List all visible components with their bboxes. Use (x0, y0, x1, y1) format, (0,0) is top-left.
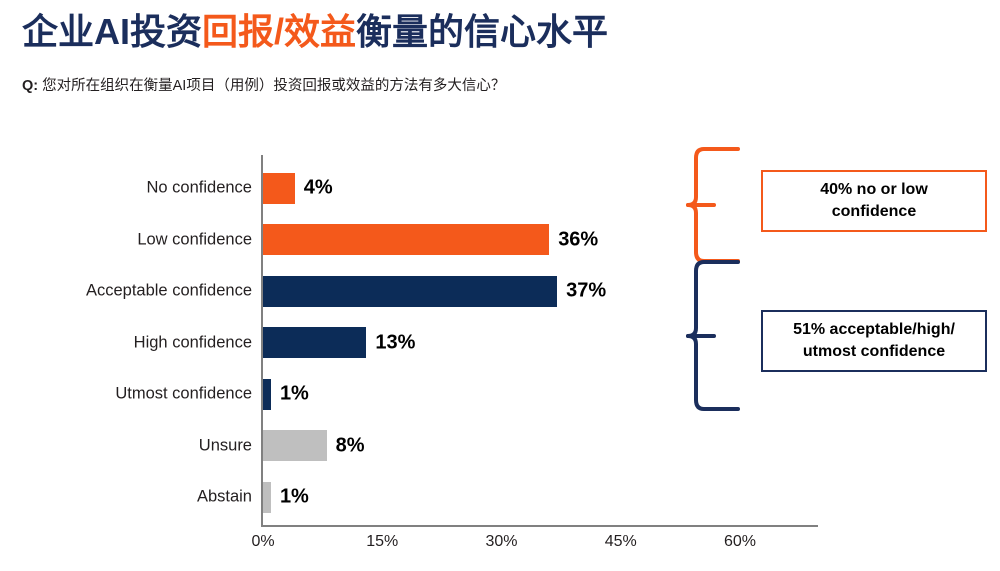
x-axis-tick-label: 30% (485, 533, 518, 550)
x-axis-line (261, 525, 818, 527)
callout-2-line-1: 51% acceptable/high/ (793, 321, 955, 339)
category-label: Acceptable confidence (85, 281, 252, 300)
category-label: Utmost confidence (115, 384, 252, 403)
bar (263, 224, 550, 255)
category-label: Abstain (196, 487, 252, 506)
bar-value-label: 36% (558, 228, 599, 250)
bar (263, 430, 327, 461)
x-axis-tick-label: 0% (251, 533, 275, 550)
survey-question: Q: 您对所在组织在衡量AI项目（用例）投资回报或效益的方法有多大信心？ (22, 74, 505, 95)
bar-value-label: 1% (279, 485, 309, 508)
callout-acceptable-high-utmost-confidence: 51% acceptable/high/ utmost confidence (761, 310, 987, 372)
page-title-part-1: 企业AI投资 (22, 11, 203, 52)
y-axis-line (261, 155, 263, 527)
bar (263, 172, 295, 204)
callout-1-line-2: confidence (831, 203, 917, 220)
x-axis-tick-label: 60% (723, 533, 757, 550)
category-label-column: No confidence Low confidence Acceptable co… (12, 0, 252, 571)
question-prefix: Q: (22, 78, 39, 94)
bar (263, 275, 558, 307)
category-label: Unsure (198, 436, 252, 454)
question-text: 您对所在组织在衡量AI项目（用例）投资回报或效益的方法有多大信心？ (38, 78, 506, 94)
page-title-part-3: 衡量的信心水平 (356, 11, 609, 52)
callout-no-or-low-confidence: 40% no or low confidence (761, 170, 987, 232)
bar (263, 481, 271, 513)
page-title: 企业AI投资回报/效益衡量的信心水平 (22, 12, 608, 52)
category-label: No confidence (146, 178, 253, 197)
brace-acceptable-high-utmost-icon (686, 260, 740, 411)
bar-value-label: 4% (303, 176, 333, 199)
category-label: Low confidence (137, 230, 252, 248)
x-axis-tick-label: 15% (366, 533, 399, 550)
bar-value-label: 13% (375, 331, 416, 353)
bar-value-label: 1% (279, 382, 309, 405)
callout-1-line-1: 40% no or low (820, 181, 928, 199)
brace-no-or-low-icon (686, 147, 740, 263)
bar-value-label: 37% (566, 279, 607, 302)
page-title-part-2: 回报/效益 (202, 11, 357, 52)
bar-value-label: 8% (335, 434, 365, 456)
bar (263, 327, 367, 358)
category-label: High confidence (133, 333, 252, 351)
x-axis-tick-label: 45% (604, 533, 637, 550)
bar (263, 378, 271, 410)
callout-2-line-2: utmost confidence (802, 343, 946, 360)
